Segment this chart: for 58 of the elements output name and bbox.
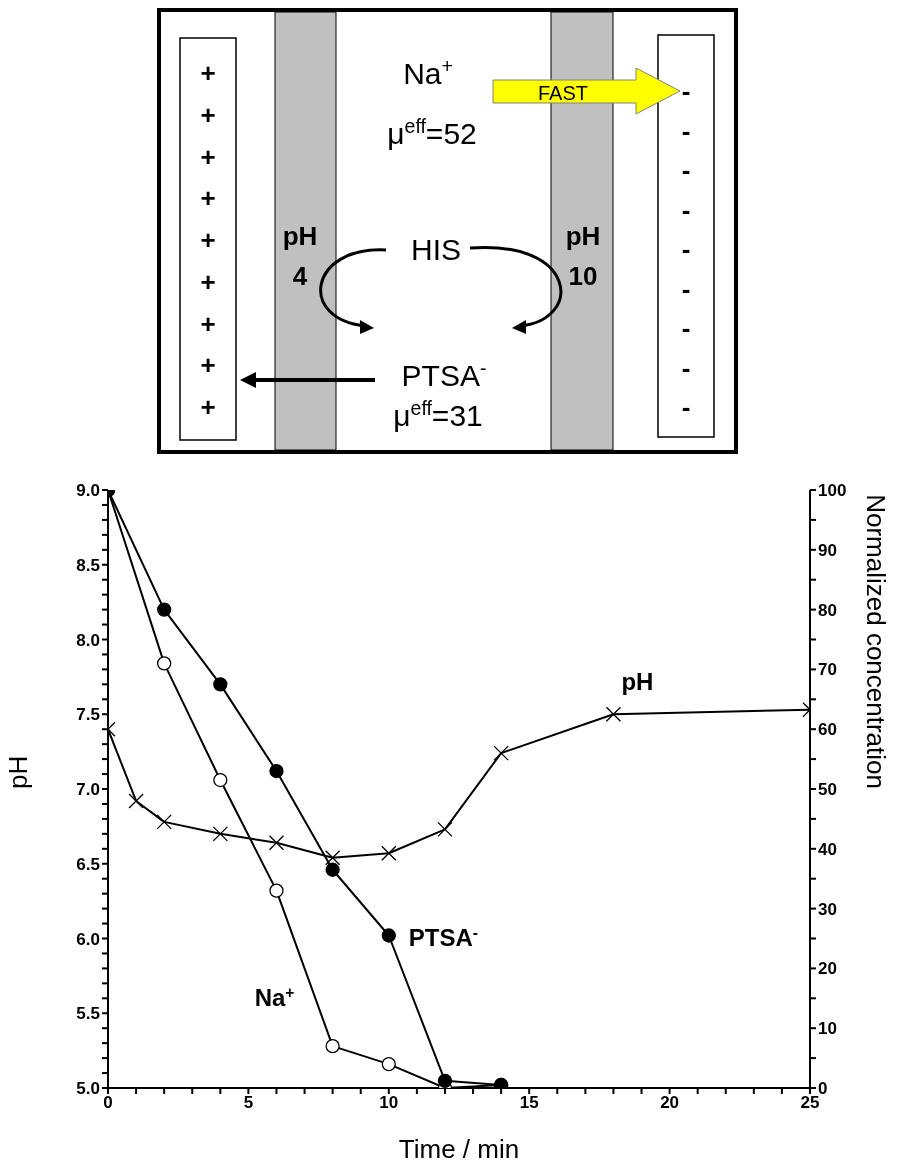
text: μ$^{eff}$=31	[393, 397, 483, 432]
text: pH 10	[565, 221, 601, 291]
y2-tick-label: 10	[818, 1019, 837, 1039]
y-tick-label: 7.5	[76, 705, 100, 725]
x-axis-title: Time / min	[398, 1134, 520, 1164]
y2-axis-title: Normalized concentration	[860, 494, 891, 789]
text: +	[200, 141, 216, 172]
text: +	[200, 392, 216, 422]
y2-tick-label: 70	[818, 660, 837, 680]
y2-tick-label: 40	[818, 839, 837, 859]
x-tick-label: 0	[103, 1093, 113, 1113]
y-tick-label: 5.5	[76, 1004, 100, 1024]
text: -	[681, 76, 691, 106]
text: +	[200, 308, 216, 339]
text: PTSA$^{-}$	[401, 357, 487, 392]
y2-tick-label: 0	[818, 1079, 828, 1099]
text: +	[200, 99, 216, 130]
text: +	[200, 350, 216, 381]
y2-tick-label: 30	[818, 899, 837, 919]
text: -	[681, 155, 691, 185]
x-tick-label: 20	[660, 1093, 680, 1113]
text: -	[681, 313, 691, 343]
y2-tick-label: 20	[818, 959, 837, 979]
y-tick-label: 8.5	[76, 555, 100, 575]
text: FAST	[537, 82, 589, 104]
y-axis-title: pH	[3, 755, 34, 789]
text: pH 4	[282, 221, 318, 291]
text: -	[681, 234, 691, 264]
y2-tick-label: 90	[818, 540, 837, 560]
text: +	[200, 58, 216, 88]
x-tick-label: 25	[800, 1093, 820, 1113]
series-label: pH	[621, 668, 654, 696]
y2-tick-label: 100	[818, 481, 847, 501]
text: -	[681, 273, 691, 304]
y2-tick-label: 50	[818, 780, 837, 800]
text: +	[200, 225, 216, 255]
text: Na$^{+}$	[403, 55, 453, 90]
y-tick-label: 7.0	[76, 780, 100, 800]
x-tick-label: 5	[243, 1093, 254, 1113]
series-label: PTSA$^{-}$	[408, 923, 479, 951]
y2-tick-label: 60	[818, 720, 837, 740]
text: -	[681, 115, 691, 146]
text: -	[681, 194, 691, 225]
y-tick-label: 9.0	[76, 481, 100, 501]
y-tick-label: 8.0	[76, 630, 100, 650]
text: μ$^{eff}$=52	[387, 115, 477, 150]
y-tick-label: 6.5	[76, 854, 100, 874]
text: HIS	[410, 233, 462, 266]
y-tick-label: 5.0	[76, 1079, 100, 1099]
text: -	[681, 352, 691, 383]
text: -	[681, 392, 691, 422]
text: +	[200, 266, 216, 297]
y-tick-label: 6.0	[76, 929, 100, 949]
series-label: Na$^{+}$	[254, 983, 295, 1012]
text: +	[200, 183, 216, 214]
y2-tick-label: 80	[818, 600, 837, 620]
x-tick-label: 15	[519, 1093, 539, 1113]
x-tick-label: 10	[379, 1093, 399, 1113]
